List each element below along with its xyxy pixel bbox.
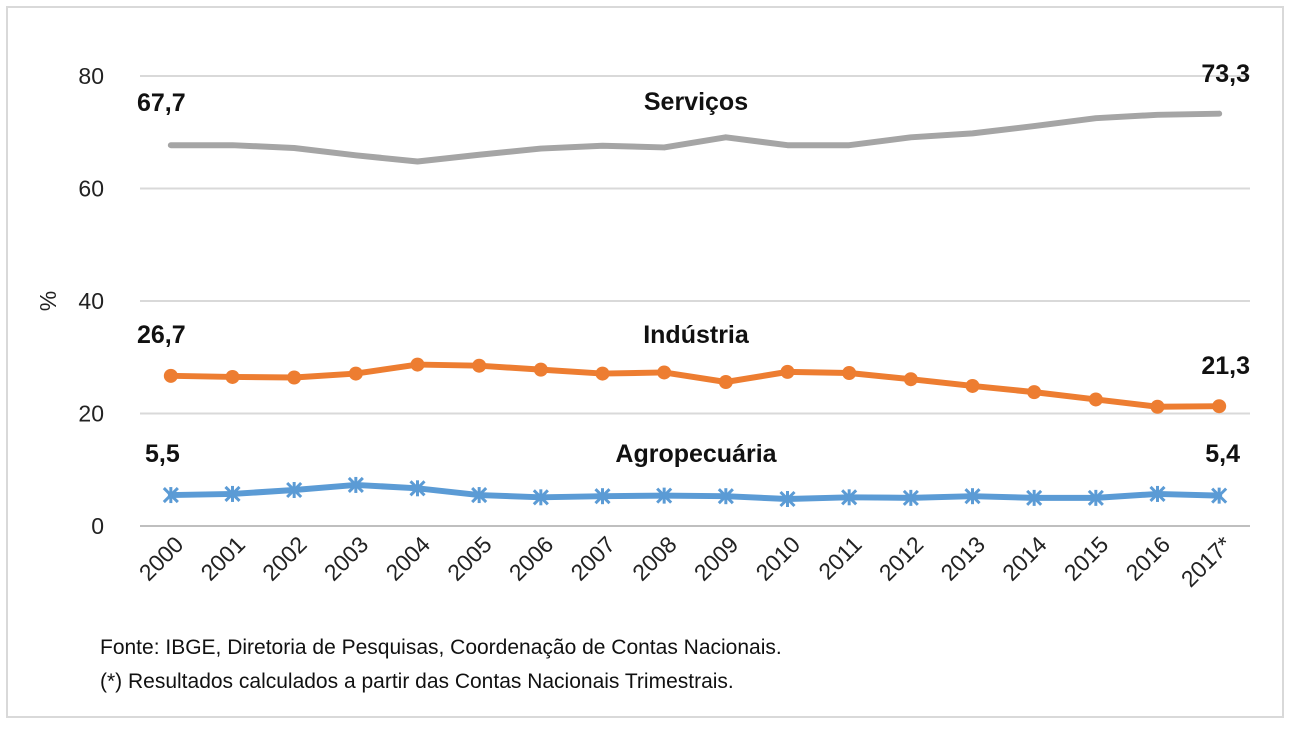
data-point bbox=[902, 489, 919, 506]
data-point bbox=[533, 362, 548, 377]
data-point bbox=[1087, 489, 1104, 506]
y-tick-label: 80 bbox=[78, 63, 104, 89]
x-tick-label: 2007 bbox=[565, 531, 620, 586]
series-1 bbox=[163, 357, 1227, 414]
data-point bbox=[964, 488, 981, 505]
data-point bbox=[224, 485, 241, 502]
data-point bbox=[842, 366, 857, 380]
data-point bbox=[779, 490, 796, 508]
x-tick-label: 2004 bbox=[380, 531, 435, 586]
chart-frame bbox=[6, 6, 1284, 718]
x-tick-label: 2017* bbox=[1176, 531, 1237, 592]
y-tick-label: 60 bbox=[78, 176, 104, 202]
x-tick-label: 2009 bbox=[689, 531, 744, 586]
data-point bbox=[903, 372, 918, 387]
data-label-last: 5,4 bbox=[1205, 440, 1240, 468]
data-label-last: 21,3 bbox=[1201, 352, 1250, 380]
x-tick-label: 2008 bbox=[627, 531, 682, 586]
data-label-last: 73,3 bbox=[1201, 60, 1250, 88]
x-tick-label: 2011 bbox=[813, 531, 866, 584]
data-point bbox=[287, 370, 302, 385]
x-tick-label: 2010 bbox=[750, 531, 805, 586]
x-tick-label: 2016 bbox=[1120, 531, 1175, 586]
data-point bbox=[162, 487, 179, 504]
x-tick-label: 2006 bbox=[504, 531, 559, 586]
x-tick-label: 2013 bbox=[935, 531, 990, 586]
data-point bbox=[163, 368, 178, 383]
data-point bbox=[718, 375, 733, 389]
series-2 bbox=[162, 476, 1228, 508]
footnote: (*) Resultados calculados a partir das C… bbox=[100, 670, 734, 693]
data-point bbox=[1212, 399, 1227, 414]
data-point bbox=[472, 358, 487, 373]
series-line bbox=[167, 110, 1223, 165]
x-axis-ticks: 2000 2001 2002 2003 2004 2005 2006 2007 2008 2009… bbox=[134, 531, 1237, 592]
data-point bbox=[347, 476, 364, 493]
data-point bbox=[532, 489, 549, 506]
y-tick-label: 0 bbox=[91, 513, 104, 539]
data-label-first: 26,7 bbox=[137, 321, 186, 349]
data-point bbox=[410, 357, 425, 372]
data-point bbox=[1027, 385, 1042, 400]
data-point bbox=[1149, 485, 1166, 502]
series-title: Agropecuária bbox=[615, 440, 777, 468]
source-note: Fonte: IBGE, Diretoria de Pesquisas, Coo… bbox=[100, 636, 782, 659]
x-tick-label: 2003 bbox=[319, 531, 374, 586]
data-point bbox=[225, 369, 240, 384]
y-tick-label: 20 bbox=[78, 401, 104, 427]
data-point bbox=[656, 487, 673, 504]
data-point bbox=[965, 378, 980, 393]
data-point bbox=[286, 481, 303, 499]
y-axis-ticks: 0 20 40 60 80 bbox=[78, 63, 104, 539]
data-point bbox=[1026, 489, 1043, 506]
data-point bbox=[657, 365, 672, 380]
data-point bbox=[595, 366, 610, 381]
series-lines bbox=[162, 110, 1228, 508]
series-title: Serviços bbox=[644, 88, 748, 116]
x-tick-label: 2014 bbox=[997, 531, 1052, 586]
x-tick-label: 2000 bbox=[134, 531, 189, 586]
data-point bbox=[1211, 487, 1228, 504]
x-tick-label: 2012 bbox=[874, 531, 929, 586]
x-tick-label: 2015 bbox=[1059, 531, 1114, 586]
data-point bbox=[594, 488, 611, 505]
series-title: Indústria bbox=[643, 321, 750, 349]
x-tick-label: 2005 bbox=[442, 531, 497, 586]
data-point bbox=[1150, 399, 1165, 414]
series-line bbox=[167, 481, 1223, 502]
data-labels: Serviços 67,7 73,3 Indústria 26,7 21,3 Agropec… bbox=[137, 60, 1250, 468]
y-tick-label: 40 bbox=[78, 288, 104, 314]
x-tick-label: 2001 bbox=[195, 531, 250, 586]
y-axis-label: % bbox=[35, 291, 61, 311]
data-point bbox=[780, 364, 795, 379]
data-point bbox=[348, 366, 363, 381]
data-point bbox=[409, 480, 426, 497]
data-point bbox=[717, 488, 734, 505]
x-tick-label: 2002 bbox=[257, 531, 312, 586]
data-label-first: 5,5 bbox=[145, 440, 180, 468]
data-label-first: 67,7 bbox=[137, 89, 186, 117]
series-0 bbox=[167, 110, 1223, 165]
data-point bbox=[841, 489, 858, 506]
data-point bbox=[1088, 392, 1103, 407]
data-point bbox=[471, 487, 488, 504]
series-line bbox=[167, 361, 1223, 410]
gridlines bbox=[140, 75, 1250, 527]
